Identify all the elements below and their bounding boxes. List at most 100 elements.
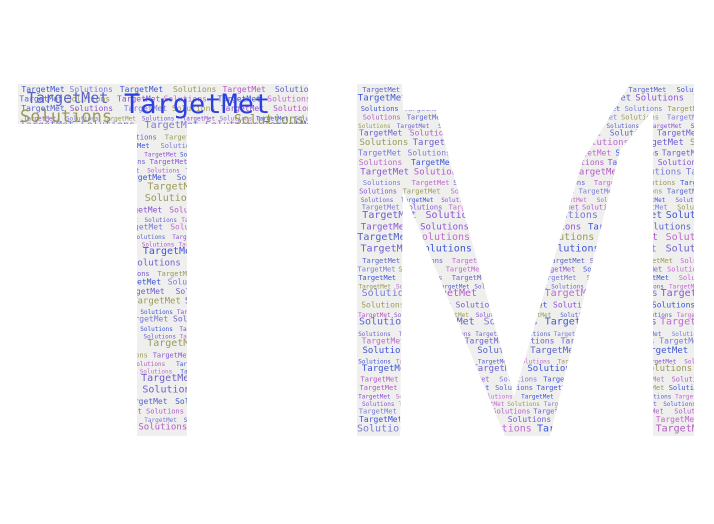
filler-word: TargetMet [497,114,535,122]
filler-word: Solutions [221,334,254,341]
filler-word: Solutions [484,317,538,328]
filler-word: Solutions [300,242,333,249]
filler-word: TargetMet [423,288,477,299]
filler-word: Solutions [288,361,321,368]
filler-word: TargetMet [271,338,325,349]
filler-word: TargetMet [487,210,541,221]
filler-word: Solutions [58,326,91,333]
filler-word: Solutions [265,223,309,232]
filler-word: Solutions [532,223,581,233]
filler-word: Solutions [206,134,244,142]
filler-word: TargetMet [558,129,602,138]
filler-word: TargetMet [221,315,265,324]
filler-word: TargetMet [639,346,688,356]
filler-word: TargetMet [214,278,258,287]
filler-word: TargetMet [594,179,632,187]
filler-word: TargetMet [19,408,57,416]
filler-word: Solutions [293,134,331,142]
filler-word: Solutions [273,104,317,113]
filler-word: TargetMet [403,188,441,196]
filler-word: TargetMet [626,384,664,392]
filler-word: TargetMet [260,373,314,384]
filler-word: Solutions [585,86,623,94]
filler-word: TargetMet [253,326,286,333]
filler-word: Solutions [499,376,537,384]
filler-word: Solutions [547,179,585,187]
filler-word: Solutions [260,417,293,424]
filler-word: Solutions [611,337,655,346]
filler-word: TargetMet [579,188,617,196]
filler-word: Solutions [435,401,468,408]
filler-word: TargetMet [439,394,472,401]
filler-word: TargetMet [631,274,669,282]
filler-word: Solutions [580,408,618,416]
filler-word: TargetMet [104,242,137,249]
filler-word: TargetMet [635,138,684,148]
filler-word: Solutions [201,352,239,360]
filler-word: TargetMet [656,424,710,435]
filler-word: Solutions [625,188,663,196]
filler-word: TargetMet [82,193,136,204]
filler-word: Solutions [363,114,401,122]
filler-word: TargetMet [165,134,203,142]
filler-word: TargetMet [150,158,188,166]
filler-word: Solutions [495,86,533,94]
filler-word: TargetMet [103,334,136,341]
filler-word: Solutions [203,246,257,257]
filler-word: TargetMet [106,217,139,224]
filler-word: TargetMet [18,297,67,307]
filler-word: TargetMet [661,288,714,299]
filler-word: TargetMet [216,206,260,215]
filler-word: Solutions [587,274,625,282]
filler-word: Solutions [405,384,443,392]
filler-word: TargetMet [299,417,332,424]
filler-word: Solutions [460,158,504,167]
filler-word: TargetMet [360,384,398,392]
filler-word: Solutions [592,331,625,338]
filler-word: Solutions [266,206,310,215]
filler-word: Solutions [250,259,299,269]
filler-word: Solutions [201,373,255,384]
filler-word: Solutions [451,188,489,196]
filler-word: Solutions [414,168,463,178]
filler-word: Solutions [18,385,72,396]
filler-word: Solutions [271,315,315,324]
filler-word: TargetMet [522,138,571,148]
filler-word: Solutions [538,114,576,122]
filler-word: Solutions [456,301,500,310]
filler-word: Solutions [146,408,184,416]
filler-word: TargetMet [504,301,548,310]
filler-word: Solutions [213,234,246,241]
filler-word: Solutions [521,123,554,130]
filler-word: Solutions [631,284,664,291]
filler-word: TargetMet [21,369,54,376]
filler-word: TargetMet [60,152,93,159]
filler-word: Solutions [680,257,714,265]
filler-word: TargetMet [264,168,297,175]
filler-word: Solutions [61,369,94,376]
filler-word: TargetMet [362,257,400,265]
filler-word: TargetMet [465,337,509,346]
filler-word: TargetMet [179,326,212,333]
filler-word: Solutions [110,352,148,360]
filler-word: Solutions [133,361,166,368]
filler-word: Solutions [68,223,112,232]
filler-word: TargetMet [492,188,530,196]
filler-word: Solutions [409,415,453,424]
filler-word: Solutions [545,244,599,255]
filler-word: TargetMet [457,129,501,138]
filler-word: Solutions [19,352,57,360]
filler-word: TargetMet [73,259,122,269]
filler-word: Solutions [408,149,452,158]
filler-word: Solutions [527,364,576,374]
filler-word: TargetMet [252,361,285,368]
filler-word: TargetMet [24,206,68,215]
filler-word: Solutions [292,326,325,333]
filler-word: TargetMet [232,158,270,166]
filler-word: TargetMet [256,234,289,241]
filler-word: TargetMet [102,369,135,376]
filler-word: TargetMet [63,270,101,278]
filler-word: TargetMet [624,401,657,408]
filler-word: Solutions [145,193,199,204]
